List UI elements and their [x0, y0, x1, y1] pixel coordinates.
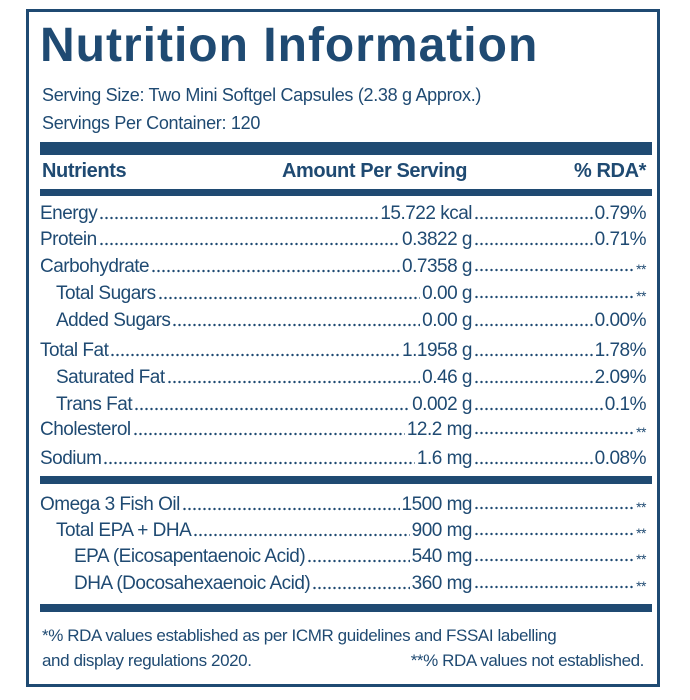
dot-leader	[474, 558, 635, 562]
nutrient-row: Cholesterol 12.2 mg **	[40, 419, 646, 443]
header-rda: % RDA*	[573, 160, 646, 182]
dot-leader	[172, 323, 421, 327]
nutrient-rda: **	[636, 499, 646, 515]
nutrient-row: Carbohydrate 0.7358 g **	[40, 256, 646, 280]
dot-leader	[132, 432, 405, 436]
label-frame	[26, 9, 660, 687]
dot-leader	[474, 353, 593, 357]
nutrient-amount: 900 mg	[411, 520, 473, 541]
nutrient-name: Total EPA + DHA	[56, 520, 192, 541]
dot-leader	[474, 380, 593, 384]
nutrient-row: Sodium 1.6 mg 0.08%	[40, 448, 647, 472]
nutrient-amount: 0.7358 g	[402, 256, 472, 277]
nutrient-rda: 0.00%	[594, 310, 647, 331]
nutrient-row: EPA (Eicosapentaenoic Acid) 540 mg **	[40, 546, 646, 570]
nutrient-amount: 1500 mg	[401, 494, 473, 515]
nutrient-rda: **	[636, 525, 646, 541]
dot-leader	[99, 216, 379, 220]
dot-leader	[474, 216, 593, 220]
dot-leader	[98, 242, 401, 246]
nutrient-amount: 540 mg	[411, 546, 473, 567]
dot-leader	[474, 407, 603, 411]
dot-leader	[474, 532, 635, 536]
nutrient-row: Saturated Fat 0.46 g 2.09%	[40, 367, 647, 391]
dot-leader	[166, 380, 421, 384]
dot-leader	[110, 353, 401, 357]
nutrient-name: Saturated Fat	[56, 367, 165, 388]
dot-leader	[193, 533, 410, 537]
nutrient-name: EPA (Eicosapentaenoic Acid)	[74, 546, 306, 567]
nutrient-row: Trans Fat 0.002 g 0.1%	[40, 394, 647, 418]
nutrient-name: DHA (Docosahexaenoic Acid)	[74, 573, 311, 594]
dot-leader	[181, 507, 400, 511]
nutrient-name: Carbohydrate	[40, 256, 150, 277]
header-nutrients: Nutrients	[42, 160, 127, 182]
nutrient-rda: **	[636, 551, 646, 567]
nutrient-rda: 1.78%	[594, 340, 647, 361]
nutrient-row: Added Sugars 0.00 g 0.00%	[40, 310, 647, 334]
dot-leader	[307, 559, 410, 563]
nutrient-amount: 15.722 kcal	[380, 203, 472, 224]
divider-bar	[40, 189, 652, 196]
dot-leader	[151, 269, 401, 273]
nutrient-rda: 2.09%	[594, 367, 647, 388]
dot-leader	[474, 506, 635, 510]
nutrient-name: Added Sugars	[56, 310, 171, 331]
footnote-line2-right: **% RDA values not established.	[410, 651, 645, 670]
nutrient-name: Trans Fat	[56, 394, 133, 415]
nutrient-row: Energy 15.722 kcal 0.79%	[40, 203, 647, 227]
nutrient-amount: 360 mg	[411, 573, 473, 594]
nutrient-row: DHA (Docosahexaenoic Acid) 360 mg **	[40, 573, 646, 597]
nutrient-amount: 0.00 g	[422, 310, 472, 331]
dot-leader	[474, 585, 635, 589]
page-title: Nutrition Information	[40, 19, 539, 72]
nutrient-row: Omega 3 Fish Oil 1500 mg **	[40, 494, 646, 518]
divider-bar	[40, 604, 652, 612]
header-amount: Amount Per Serving	[282, 160, 468, 182]
footnote-line2-left: and display regulations 2020.	[42, 651, 252, 670]
nutrient-amount: 12.2 mg	[406, 419, 473, 440]
nutrient-amount: 0.00 g	[422, 283, 472, 304]
nutrient-rda: 0.08%	[594, 448, 647, 469]
nutrient-row: Total Sugars 0.00 g **	[40, 283, 646, 307]
nutrient-row: Total Fat 1.1958 g 1.78%	[40, 340, 647, 364]
nutrient-amount: 1.6 mg	[416, 448, 473, 469]
nutrient-amount: 0.002 g	[412, 394, 472, 415]
dot-leader	[157, 296, 421, 300]
dot-leader	[474, 461, 593, 465]
dot-leader	[312, 586, 410, 590]
dot-leader	[474, 295, 635, 299]
dot-leader	[103, 461, 415, 465]
dot-leader	[474, 431, 635, 435]
nutrient-name: Total Sugars	[56, 283, 156, 304]
nutrient-name: Sodium	[40, 448, 102, 469]
nutrient-rda: 0.71%	[594, 229, 647, 250]
dot-leader	[134, 407, 411, 411]
serving-size: Serving Size: Two Mini Softgel Capsules …	[42, 85, 482, 105]
nutrient-rda: **	[636, 288, 646, 304]
dot-leader	[474, 323, 593, 327]
nutrient-name: Cholesterol	[40, 419, 131, 440]
nutrient-amount: 0.46 g	[422, 367, 472, 388]
footnote-line1: *% RDA values established as per ICMR gu…	[42, 626, 557, 645]
nutrient-row: Protein 0.3822 g 0.71%	[40, 229, 647, 253]
nutrient-rda: 0.79%	[594, 203, 647, 224]
nutrient-row: Total EPA + DHA 900 mg **	[40, 520, 646, 544]
nutrient-name: Total Fat	[40, 340, 109, 361]
dot-leader	[474, 242, 593, 246]
servings-per-container: Servings Per Container: 120	[42, 113, 261, 133]
nutrient-rda: **	[636, 578, 646, 594]
nutrient-rda: 0.1%	[604, 394, 647, 415]
divider-bar	[40, 142, 652, 155]
nutrient-rda: **	[636, 424, 646, 440]
nutrient-amount: 1.1958 g	[402, 340, 472, 361]
nutrient-name: Omega 3 Fish Oil	[40, 494, 180, 515]
nutrient-rda: **	[636, 261, 646, 277]
nutrient-name: Protein	[40, 229, 97, 250]
divider-bar	[40, 476, 652, 484]
nutrient-amount: 0.3822 g	[402, 229, 472, 250]
nutrient-name: Energy	[40, 203, 98, 224]
dot-leader	[474, 268, 635, 272]
